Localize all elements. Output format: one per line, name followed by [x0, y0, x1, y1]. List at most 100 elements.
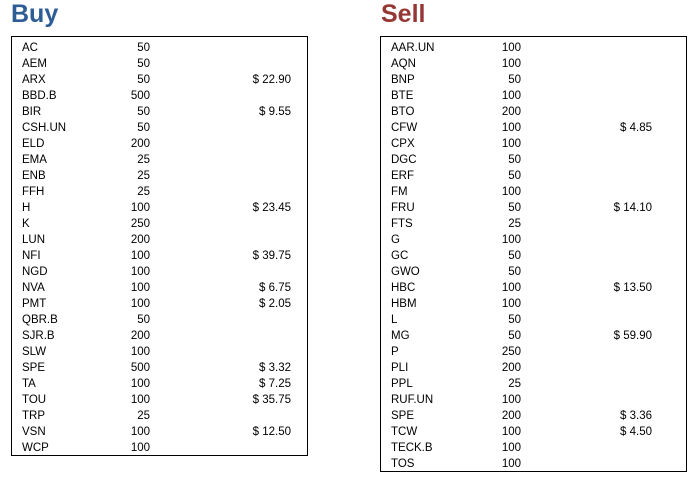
share-quantity: 250: [501, 346, 521, 358]
ticker-symbol: TCW: [391, 426, 418, 438]
ticker-symbol: TOU: [22, 394, 47, 406]
list-item: ENB 25: [12, 168, 307, 184]
list-item: MG 50 $ 59.90: [381, 328, 686, 344]
list-item: L 50: [381, 312, 686, 328]
list-item: CSH.UN 50: [12, 120, 307, 136]
list-item: TOU 100 $ 35.75: [12, 392, 307, 408]
buy-list: AC 50 AEM 50 ARX 50 $ 22.90 BBD.B 500 BIR 50 $ 9.55…: [11, 36, 308, 456]
ticker-symbol: WCP: [22, 442, 49, 454]
share-quantity: 25: [508, 378, 521, 390]
list-item: SPE 200 $ 3.36: [381, 408, 686, 424]
share-quantity: 500: [130, 362, 150, 374]
list-item: BIR 50 $ 9.55: [12, 104, 307, 120]
list-item: AEM 50: [12, 56, 307, 72]
list-item: FM 100: [381, 184, 686, 200]
share-quantity: 200: [501, 106, 521, 118]
list-item: TA 100 $ 7.25: [12, 376, 307, 392]
ticker-symbol: CPX: [391, 138, 415, 150]
ticker-symbol: ENB: [22, 170, 46, 182]
ticker-symbol: ERF: [391, 170, 414, 182]
share-quantity: 100: [130, 250, 150, 262]
ticker-symbol: ARX: [22, 74, 46, 86]
share-quantity: 100: [501, 90, 521, 102]
list-item: PMT 100 $ 2.05: [12, 296, 307, 312]
price-value: $ 14.10: [613, 202, 652, 214]
share-quantity: 100: [130, 394, 150, 406]
ticker-symbol: SPE: [22, 362, 46, 374]
price-value: $ 35.75: [252, 394, 291, 406]
ticker-symbol: NVA: [22, 282, 45, 294]
ticker-symbol: BTE: [391, 90, 414, 102]
list-item: SPE 500 $ 3.32: [12, 360, 307, 376]
share-quantity: 500: [130, 90, 150, 102]
share-quantity: 100: [501, 42, 521, 54]
price-value: $ 4.85: [620, 122, 652, 134]
ticker-symbol: CFW: [391, 122, 418, 134]
buy-title: Buy: [11, 0, 59, 28]
share-quantity: 100: [501, 394, 521, 406]
ticker-symbol: SLW: [22, 346, 47, 358]
price-value: $ 23.45: [252, 202, 291, 214]
ticker-symbol: PPL: [391, 378, 413, 390]
share-quantity: 50: [508, 154, 521, 166]
list-item: LUN 200: [12, 232, 307, 248]
ticker-symbol: AC: [22, 42, 38, 54]
ticker-symbol: MG: [391, 330, 410, 342]
ticker-symbol: DGC: [391, 154, 417, 166]
list-item: FTS 25: [381, 216, 686, 232]
list-item: GWO 50: [381, 264, 686, 280]
list-item: PPL 25: [381, 376, 686, 392]
list-item: QBR.B 50: [12, 312, 307, 328]
share-quantity: 100: [130, 442, 150, 454]
list-item: BTO 200: [381, 104, 686, 120]
share-quantity: 200: [501, 362, 521, 374]
share-quantity: 100: [130, 346, 150, 358]
share-quantity: 100: [130, 282, 150, 294]
ticker-symbol: H: [22, 202, 31, 214]
ticker-symbol: TRP: [22, 410, 45, 422]
share-quantity: 100: [501, 138, 521, 150]
share-quantity: 100: [130, 266, 150, 278]
buy-panel: Buy AC 50 AEM 50 ARX 50 $ 22.90 BBD.B 500 BIR 50 $ …: [11, 0, 308, 456]
price-value: $ 12.50: [252, 426, 291, 438]
list-item: FFH 25: [12, 184, 307, 200]
share-quantity: 200: [130, 138, 150, 150]
ticker-symbol: G: [391, 234, 400, 246]
price-value: $ 6.75: [259, 282, 291, 294]
ticker-symbol: TA: [22, 378, 36, 390]
ticker-symbol: BBD.B: [22, 90, 57, 102]
list-item: P 250: [381, 344, 686, 360]
share-quantity: 100: [130, 298, 150, 310]
share-quantity: 50: [137, 74, 150, 86]
list-item: RUF.UN 100: [381, 392, 686, 408]
list-item: G 100: [381, 232, 686, 248]
price-value: $ 59.90: [613, 330, 652, 342]
list-item: HBC 100 $ 13.50: [381, 280, 686, 296]
share-quantity: 50: [137, 106, 150, 118]
list-item: ELD 200: [12, 136, 307, 152]
sell-list: AAR.UN 100 AQN 100 BNP 50 BTE 100 BTO 200 CFW 100 $ …: [380, 36, 687, 472]
list-item: FRU 50 $ 14.10: [381, 200, 686, 216]
share-quantity: 100: [130, 202, 150, 214]
ticker-symbol: GWO: [391, 266, 420, 278]
ticker-symbol: LUN: [22, 234, 46, 246]
ticker-symbol: BNP: [391, 74, 415, 86]
list-item: ERF 50: [381, 168, 686, 184]
share-quantity: 100: [501, 186, 521, 198]
ticker-symbol: HBM: [391, 298, 417, 310]
price-value: $ 7.25: [259, 378, 291, 390]
share-quantity: 50: [137, 58, 150, 70]
share-quantity: 50: [508, 202, 521, 214]
ticker-symbol: AAR.UN: [391, 42, 435, 54]
list-item: SLW 100: [12, 344, 307, 360]
list-item: CPX 100: [381, 136, 686, 152]
ticker-symbol: TOS: [391, 458, 415, 470]
list-item: GC 50: [381, 248, 686, 264]
list-item: NGD 100: [12, 264, 307, 280]
list-item: K 250: [12, 216, 307, 232]
ticker-symbol: SJR.B: [22, 330, 55, 342]
list-item: NVA 100 $ 6.75: [12, 280, 307, 296]
list-item: PLI 200: [381, 360, 686, 376]
share-quantity: 100: [501, 458, 521, 470]
price-value: $ 4.50: [620, 426, 652, 438]
